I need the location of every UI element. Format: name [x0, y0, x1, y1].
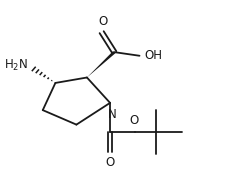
Polygon shape — [87, 51, 115, 77]
Text: H$_2$N: H$_2$N — [4, 58, 28, 73]
Text: OH: OH — [145, 49, 163, 62]
Text: N: N — [108, 108, 117, 121]
Text: O: O — [98, 15, 107, 28]
Text: O: O — [106, 156, 115, 169]
Text: O: O — [130, 114, 139, 127]
